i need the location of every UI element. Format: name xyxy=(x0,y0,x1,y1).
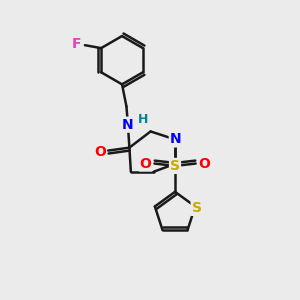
Text: N: N xyxy=(170,132,182,146)
Text: S: S xyxy=(170,159,180,173)
Text: N: N xyxy=(122,118,134,132)
Text: O: O xyxy=(199,157,210,170)
Text: S: S xyxy=(192,201,202,215)
Text: F: F xyxy=(72,37,81,51)
Text: O: O xyxy=(140,157,152,170)
Text: H: H xyxy=(138,113,148,126)
Text: O: O xyxy=(94,145,106,159)
